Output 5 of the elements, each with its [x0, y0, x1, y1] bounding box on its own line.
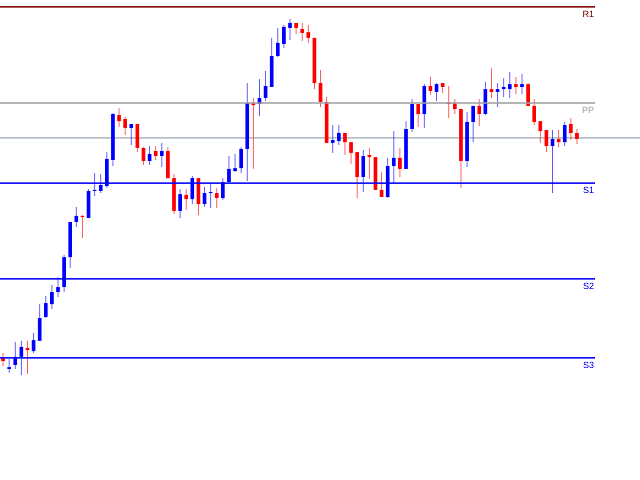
ref-line-label: PP	[582, 105, 594, 116]
ref-line-label: R1	[582, 8, 594, 19]
ref-line-label: S3	[582, 360, 594, 370]
ref-line-label: S2	[582, 280, 594, 291]
ref-line-label: S1	[582, 185, 594, 196]
